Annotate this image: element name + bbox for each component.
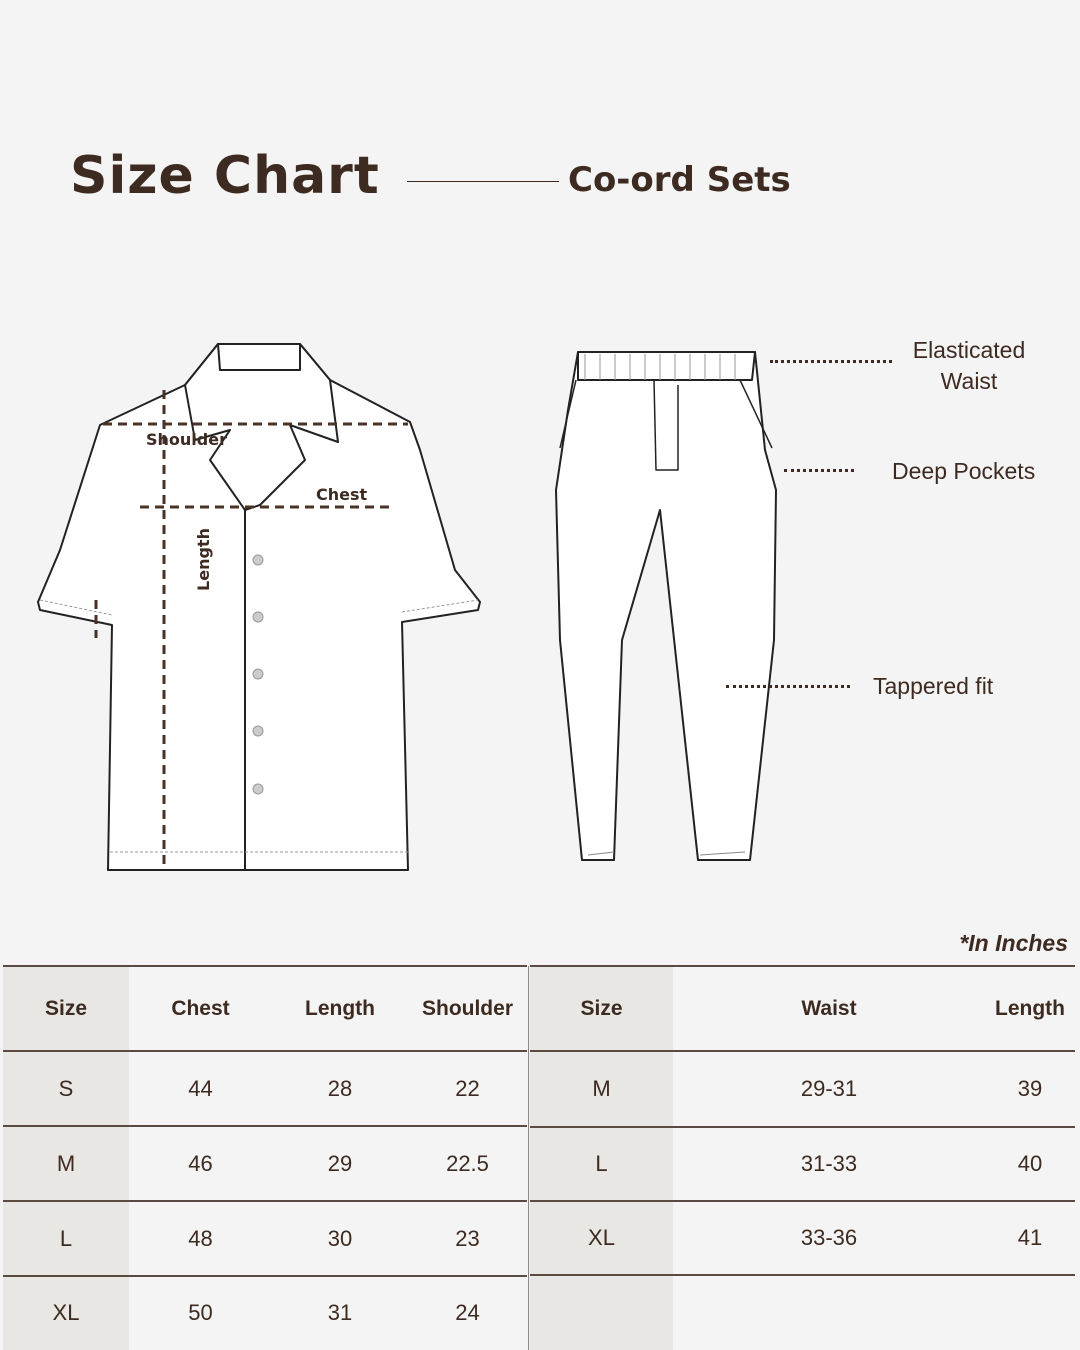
- column-header-length: Length: [995, 996, 1065, 1020]
- chest-label: Chest: [316, 485, 368, 504]
- page-subtitle: Co-ord Sets: [568, 160, 791, 200]
- table-cell: 22: [455, 1075, 480, 1101]
- table-cell: M: [56, 1150, 76, 1176]
- fit-leader-line: [726, 685, 850, 688]
- column-header-shoulder: Shoulder: [421, 996, 513, 1020]
- length-label: Length: [193, 528, 213, 591]
- table-cell: 41: [1017, 1225, 1043, 1250]
- row-divider: [3, 1200, 527, 1202]
- pants-illustration: [555, 351, 777, 861]
- table-cell: 31-33: [800, 1151, 858, 1176]
- shoulder-label: Shoulder: [146, 430, 227, 449]
- waist-callout-line1: Elasticated: [912, 337, 1026, 363]
- row-divider: [530, 1274, 1075, 1276]
- table-cell: L: [595, 1151, 608, 1176]
- pockets-callout: Deep Pockets: [892, 458, 1036, 484]
- pockets-leader-line: [784, 469, 854, 472]
- table-divider: [528, 966, 529, 1350]
- column-header-chest: Chest: [171, 996, 230, 1020]
- row-divider: [3, 1275, 527, 1277]
- row-divider: [3, 965, 527, 967]
- table-cell: M: [592, 1076, 611, 1101]
- row-divider: [530, 1126, 1075, 1128]
- column-header-size: Size: [580, 996, 623, 1020]
- table-cell: 48: [188, 1225, 213, 1251]
- size-column-shade: [530, 966, 673, 1350]
- page-title: Size Chart: [70, 146, 380, 206]
- row-divider: [530, 1200, 1075, 1202]
- table-cell: 24: [455, 1300, 480, 1325]
- row-divider: [3, 1050, 527, 1052]
- unit-note: *In Inches: [959, 930, 1068, 956]
- table-cell: 46: [188, 1150, 213, 1176]
- table-cell: 29-31: [800, 1076, 858, 1101]
- column-header-waist: Waist: [801, 996, 857, 1020]
- table-cell: 29: [327, 1150, 353, 1176]
- table-cell: 50: [188, 1300, 213, 1325]
- table-cell: 23: [455, 1225, 480, 1251]
- table-cell: 31: [327, 1300, 353, 1325]
- waist-callout: Elasticated Waist: [895, 335, 1043, 397]
- table-cell: 39: [1017, 1076, 1043, 1101]
- waist-leader-line: [770, 360, 892, 363]
- table-cell: 22.5: [446, 1150, 489, 1176]
- size-column-shade: [3, 966, 129, 1350]
- row-divider: [530, 965, 1075, 967]
- table-cell: S: [58, 1075, 74, 1101]
- table-cell: XL: [52, 1300, 80, 1325]
- table-cell: 28: [327, 1075, 353, 1101]
- title-divider: [407, 181, 559, 182]
- table-cell: 40: [1017, 1151, 1043, 1176]
- table-cell: 30: [327, 1225, 353, 1251]
- waist-callout-line2: Waist: [940, 368, 998, 394]
- row-divider: [3, 1125, 527, 1127]
- column-header-size: Size: [44, 996, 88, 1020]
- row-divider: [530, 1050, 1075, 1052]
- fit-callout: Tappered fit: [873, 673, 994, 699]
- shirt-illustration: [37, 343, 481, 871]
- column-header-length: Length: [305, 996, 375, 1020]
- table-cell: 44: [188, 1075, 213, 1101]
- table-cell: 33-36: [800, 1225, 858, 1250]
- table-cell: XL: [588, 1225, 615, 1250]
- table-cell: L: [59, 1225, 73, 1251]
